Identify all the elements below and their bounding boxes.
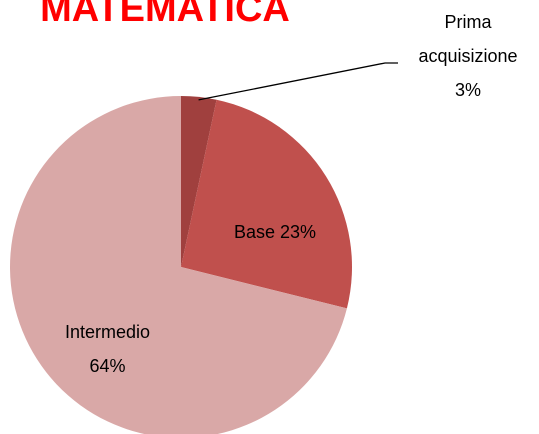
slice-category: Intermedio (64, 322, 151, 342)
slice-value: 64% (89, 356, 126, 376)
chart-title: MATEMATICA (40, 0, 290, 30)
pie-slice (181, 99, 352, 309)
slice-category: Base (233, 222, 275, 242)
pie-slice (181, 96, 217, 267)
data-label: Prima acquisizione 3% (398, 5, 538, 107)
data-label: Base 23% (210, 215, 340, 249)
leader-line (198, 62, 398, 101)
slice-category: Prima acquisizione (418, 12, 518, 66)
data-label: Intermedio 64% (30, 315, 185, 383)
slice-value: 3% (454, 80, 481, 100)
pie-slice (10, 96, 347, 434)
slice-value: 23% (280, 222, 317, 242)
